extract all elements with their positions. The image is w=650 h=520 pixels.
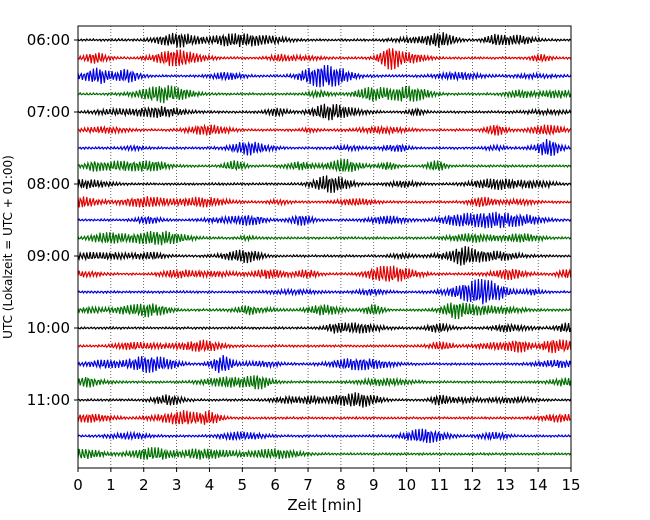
x-tick-label-9: 9 [369, 476, 379, 494]
x-tick-label-15: 15 [561, 476, 580, 494]
trace-09:15 [77, 265, 572, 282]
y-tick-label-5: 11:00 [27, 391, 70, 409]
trace-10:30 [77, 354, 572, 374]
trace-07:30 [77, 139, 572, 157]
trace-08:00 [77, 175, 572, 194]
y-axis: 06:00 07:00 08:00 09:00 10:00 11:00 [27, 31, 78, 409]
x-tick-label-6: 6 [270, 476, 280, 494]
trace-10:45 [77, 375, 572, 390]
trace-11:00 [77, 392, 572, 408]
y-axis-label: UTC (Lokalzeit = UTC + 01:00) [1, 155, 15, 339]
x-tick-label-4: 4 [205, 476, 215, 494]
trace-07:15 [77, 123, 572, 137]
x-tick-label-13: 13 [496, 476, 515, 494]
trace-07:00 [77, 103, 572, 121]
y-tick-label-4: 10:00 [27, 319, 70, 337]
x-tick-label-14: 14 [529, 476, 548, 494]
y-tick-label-1: 07:00 [27, 103, 70, 121]
trace-08:45 [77, 230, 572, 246]
x-tick-label-12: 12 [463, 476, 482, 494]
trace-10:00 [77, 322, 572, 335]
plot-frame [77, 25, 572, 469]
trace-06:00 [77, 32, 572, 48]
x-tick-label-3: 3 [172, 476, 182, 494]
x-tick-label-8: 8 [336, 476, 346, 494]
x-tick-label-5: 5 [238, 476, 248, 494]
x-axis-label: Zeit [min] [287, 496, 361, 514]
x-tick-label-7: 7 [303, 476, 313, 494]
trace-08:15 [77, 196, 572, 208]
trace-11:15 [77, 410, 572, 425]
x-axis: 0 1 2 3 4 5 6 7 8 9 10 11 12 13 14 15 [73, 468, 581, 494]
x-tick-label-11: 11 [430, 476, 449, 494]
y-tick-label-0: 06:00 [27, 31, 70, 49]
x-tick-label-0: 0 [73, 476, 83, 494]
trace-06:45 [77, 85, 572, 104]
x-tick-label-2: 2 [139, 476, 149, 494]
y-tick-label-3: 09:00 [27, 247, 70, 265]
x-tick-label-10: 10 [397, 476, 416, 494]
trace-11:30 [77, 428, 572, 444]
trace-09:00 [77, 245, 571, 266]
y-tick-label-2: 08:00 [27, 175, 70, 193]
seismic-traces [77, 32, 572, 461]
trace-08:30 [77, 211, 572, 229]
x-tick-label-1: 1 [106, 476, 116, 494]
trace-11:45 [77, 447, 572, 461]
trace-06:30 [77, 65, 572, 88]
trace-09:30 [77, 278, 572, 305]
trace-07:45 [77, 158, 572, 173]
trace-10:15 [77, 339, 572, 354]
trace-09:45 [77, 302, 572, 320]
trace-06:15 [77, 48, 572, 70]
